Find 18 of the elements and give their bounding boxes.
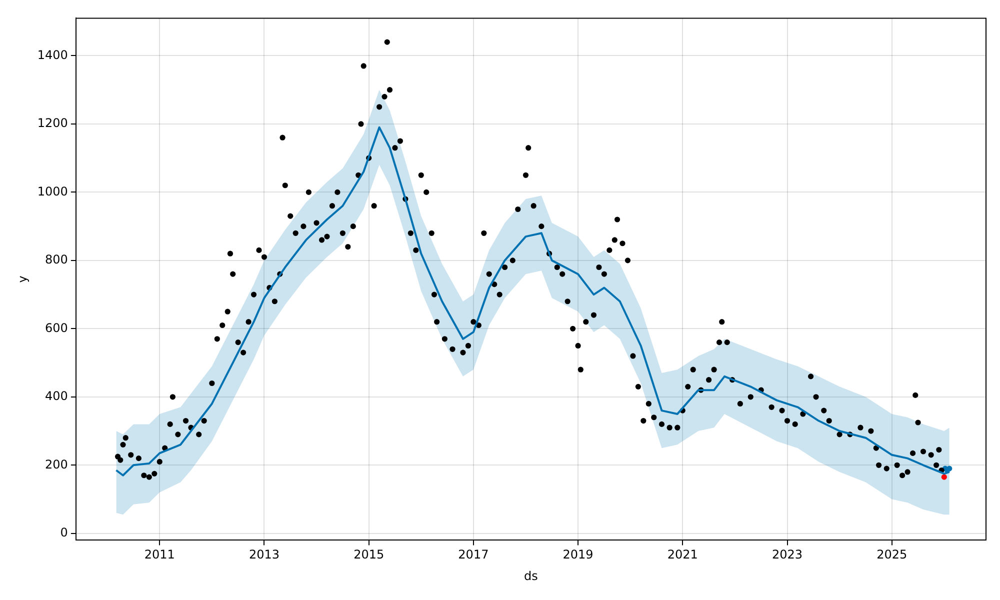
y-tick-label: 400 (45, 389, 68, 404)
y-tick-label: 800 (45, 252, 68, 267)
x-tick-label: 2025 (876, 548, 908, 562)
x-axis-title: ds (524, 568, 538, 583)
x-tick-label: 2019 (562, 548, 594, 562)
y-tick-label: 200 (45, 457, 68, 472)
y-tick-label: 0 (60, 526, 68, 540)
x-tick-label: 2021 (667, 548, 698, 562)
y-tick-label: 1200 (37, 116, 68, 130)
y-tick-label: 1000 (37, 184, 68, 198)
y-tick-label: 1400 (37, 48, 68, 62)
y-tick-label: 600 (45, 320, 68, 335)
x-tick-label: 2023 (772, 548, 803, 562)
x-tick-label: 2017 (458, 548, 489, 562)
y-axis-title: y (15, 276, 30, 283)
x-tick-label: 2011 (144, 548, 175, 562)
x-tick-label: 2015 (354, 548, 384, 562)
x-tick-label: 2013 (248, 548, 280, 562)
